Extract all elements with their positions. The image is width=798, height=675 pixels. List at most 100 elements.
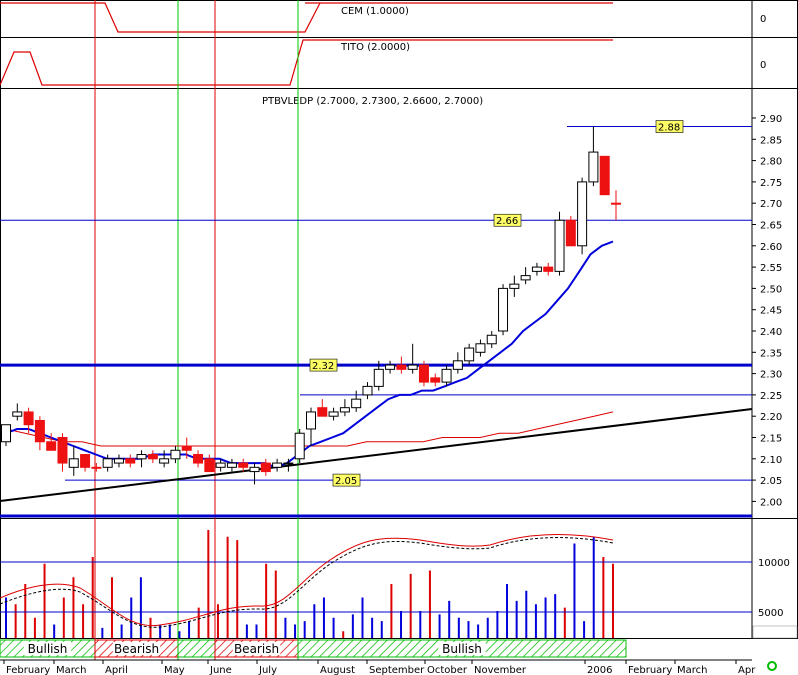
y-tick-label: 2.30 xyxy=(760,370,782,381)
candle-body xyxy=(226,462,237,468)
regime-label-bg xyxy=(232,642,281,655)
level-tag-text: 2.05 xyxy=(335,476,357,487)
y-tick-label: 2.55 xyxy=(760,263,782,274)
y-tick-label: 2.65 xyxy=(760,221,782,232)
candle-body xyxy=(272,462,283,468)
candle-body xyxy=(46,441,57,451)
volume-panel: 10000 5000 xyxy=(0,530,798,639)
x-tick-label: April xyxy=(105,665,128,675)
candle-body xyxy=(1,424,11,443)
date-x-axis: February March April May June July August Septe… xyxy=(0,659,756,675)
level-tag-box xyxy=(309,358,338,372)
oscillator-line xyxy=(0,534,614,627)
y-tick-label: 2.40 xyxy=(760,327,782,338)
candle-body xyxy=(565,219,576,247)
signal-vertical-lines xyxy=(94,0,299,660)
candles xyxy=(1,126,621,485)
candle-body xyxy=(531,266,542,272)
candle-body xyxy=(23,411,34,426)
tito-axis-value: 0 xyxy=(760,60,766,71)
status-circle-icon[interactable] xyxy=(767,661,777,671)
y-tick-label: 2.90 xyxy=(760,114,782,125)
y-tick-label: 2.75 xyxy=(760,178,782,189)
candle-body xyxy=(554,219,565,272)
candle-body xyxy=(520,275,531,281)
level-tag-text: 2.88 xyxy=(658,123,680,134)
regime-label: Bearish xyxy=(114,642,159,656)
volume-scale-box xyxy=(752,625,798,639)
y-tick-label: 2.05 xyxy=(760,476,782,487)
x-tick-label: July xyxy=(258,665,277,675)
oscillator-signal-line xyxy=(0,537,614,628)
candle-body xyxy=(147,454,158,460)
candle-body xyxy=(543,266,554,272)
candle-body xyxy=(418,364,429,383)
candle-body xyxy=(159,458,170,464)
x-tick-label: March xyxy=(677,665,707,675)
y-tick-label: 2.15 xyxy=(760,434,782,445)
tito-line xyxy=(0,39,613,86)
regime-label: Bullish xyxy=(442,642,482,656)
candle-body xyxy=(170,449,181,460)
candle-body xyxy=(249,466,260,473)
level-tag-text: 2.32 xyxy=(312,361,334,372)
x-tick-label: June xyxy=(209,665,232,675)
tito-label: TITO (2.0000) xyxy=(340,42,410,53)
regime-label: Bullish xyxy=(28,642,68,656)
price-tags: 2.88 2.66 2.32 2.05 xyxy=(309,120,684,487)
candle-body xyxy=(68,458,79,468)
y-tick-label: 2.25 xyxy=(760,391,782,402)
y-tick-label: 2.70 xyxy=(760,199,782,210)
candle-body xyxy=(193,454,204,464)
level-tag-box xyxy=(655,120,684,133)
candle-body xyxy=(306,411,316,430)
level-tag-box xyxy=(332,473,361,487)
y-tick-label: 2.45 xyxy=(760,306,782,317)
cem-axis-value: 0 xyxy=(760,14,766,25)
panel-frame xyxy=(0,518,798,639)
candle-body xyxy=(80,454,91,468)
candle-body xyxy=(430,377,441,383)
candle-body xyxy=(57,437,68,464)
candle-body xyxy=(611,202,621,205)
indicator-panels: CEM (1.0000) 0 TITO (2.0000) 0 xyxy=(0,2,766,86)
candle-body xyxy=(91,466,102,469)
chart-title: PTBVLEDP (2.7000, 2.7300, 2.6600, 2.7000… xyxy=(262,96,483,107)
candle-body xyxy=(181,445,192,451)
regime-label-bg xyxy=(23,642,72,655)
x-tick-label: February xyxy=(628,665,672,675)
y-tick-label: 2.50 xyxy=(760,284,782,295)
y-tick-label: 2.00 xyxy=(760,497,782,508)
x-tick-label: August xyxy=(320,665,355,675)
regime-segment xyxy=(177,639,216,658)
x-tick-label: 2006 xyxy=(587,665,612,675)
candle-body xyxy=(577,181,588,247)
regime-label: Bearish xyxy=(234,642,279,656)
x-tick-label: November xyxy=(474,665,527,675)
candle-body xyxy=(475,343,486,353)
volume-tick-label: 5000 xyxy=(758,608,783,619)
candle-body xyxy=(215,462,226,468)
candle-body xyxy=(396,364,407,370)
y-tick-label: 2.35 xyxy=(760,348,782,359)
candle-body xyxy=(102,458,113,468)
candle-body xyxy=(260,462,271,473)
candle-body xyxy=(328,411,339,417)
y-tick-label: 2.60 xyxy=(760,242,782,253)
cem-line xyxy=(0,2,321,33)
candle-body xyxy=(204,458,215,473)
cem-label: CEM (1.0000) xyxy=(341,6,409,17)
x-tick-label: March xyxy=(56,665,86,675)
candle-body xyxy=(294,432,305,460)
regime-label-bg xyxy=(438,642,486,655)
trendline xyxy=(0,408,753,502)
candle-body xyxy=(452,360,463,370)
candle-body xyxy=(373,368,384,387)
candle-body xyxy=(125,458,136,464)
candle-body xyxy=(317,407,328,417)
level-tag-box xyxy=(493,213,522,227)
volume-tick-label: 10000 xyxy=(758,558,790,569)
panel-frame xyxy=(0,88,798,519)
x-tick-label: February xyxy=(6,665,50,675)
x-tick-label: Apr xyxy=(738,665,756,675)
